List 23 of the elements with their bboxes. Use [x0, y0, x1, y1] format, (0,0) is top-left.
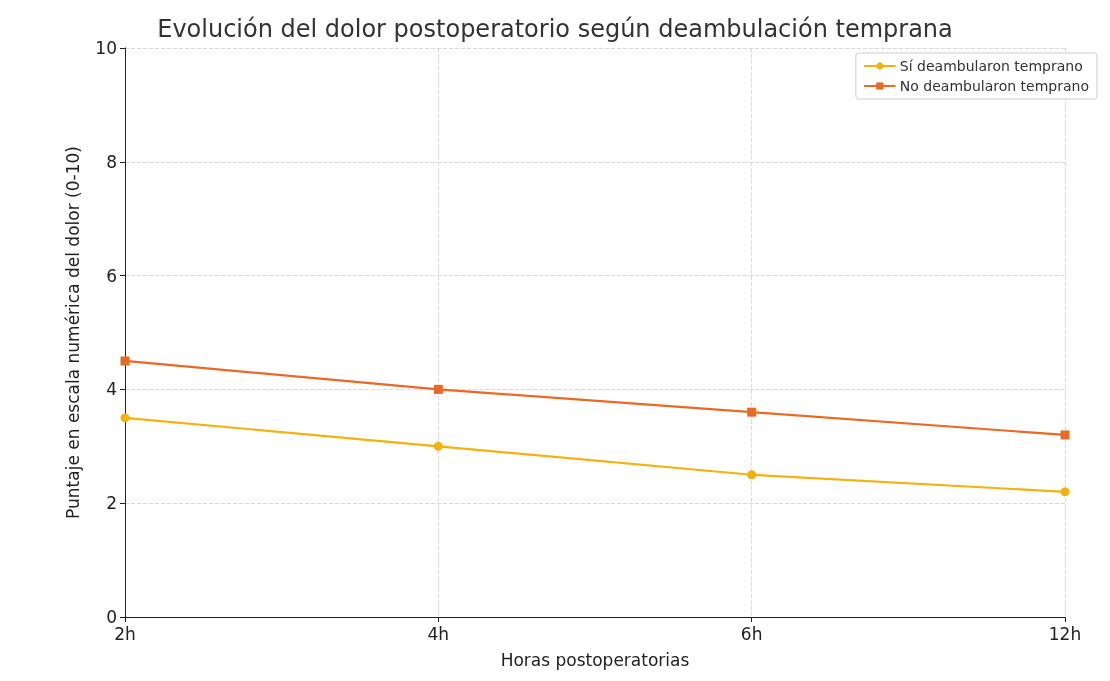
- y-tick-label: 10: [95, 38, 117, 58]
- point: [433, 384, 443, 394]
- y-tick-label: 6: [106, 265, 117, 286]
- x-tick-label: 4h: [427, 623, 450, 644]
- point: [1060, 487, 1070, 497]
- point: [1060, 430, 1070, 440]
- x-tick-label: 6h: [740, 623, 763, 644]
- y-tick-label: 2: [106, 493, 117, 514]
- point: [747, 470, 757, 480]
- point: [120, 356, 130, 366]
- y-tick-label: 0: [106, 607, 117, 627]
- point: [433, 441, 443, 451]
- y-tick-label: 8: [106, 151, 117, 172]
- point: [120, 413, 130, 423]
- chart-title: Evolución del dolor postoperatorio según deambulación temprana: [157, 15, 953, 43]
- x-axis-title: Horas postoperatorias: [500, 649, 690, 670]
- x-tick-label: 12h: [1048, 623, 1082, 644]
- y-axis-title: Puntaje en escala numérica del dolor (0-10): [62, 146, 83, 519]
- point: [747, 407, 757, 417]
- y-tick-label: 4: [106, 379, 117, 400]
- legend-label: Sí deambularon temprano: [899, 58, 1083, 74]
- x-tick-label: 2h: [114, 623, 136, 644]
- legend-label: No deambularon temprano: [899, 78, 1089, 94]
